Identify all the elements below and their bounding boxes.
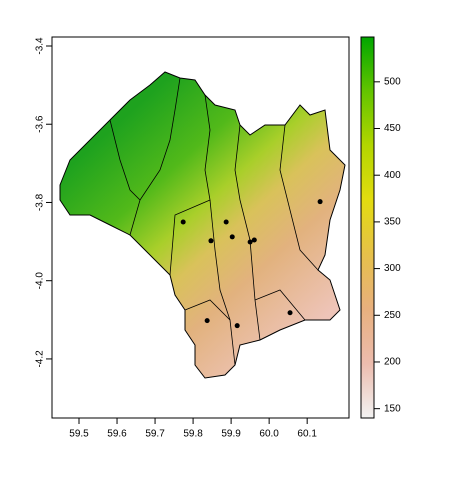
- site-point: [208, 238, 214, 244]
- x-tick-label: 59.6: [107, 429, 127, 440]
- colorbar-tick-label: 450: [384, 123, 401, 134]
- site-point: [229, 234, 235, 240]
- site-point: [234, 323, 240, 329]
- site-point: [204, 318, 210, 324]
- x-tick-label: 59.9: [221, 429, 241, 440]
- colorbar-tick-label: 500: [384, 76, 401, 87]
- site-point: [251, 237, 257, 243]
- district-boundaries: [109, 77, 319, 366]
- x-tick-label: 59.8: [183, 429, 203, 440]
- colorbar-tick-label: 350: [384, 217, 401, 228]
- colorbar-tick-label: 400: [384, 170, 401, 181]
- colorbar-tick-label: 150: [384, 403, 401, 414]
- y-tick-label: -3.8: [35, 193, 46, 211]
- y-tick-label: -4.0: [35, 272, 46, 290]
- region: [59, 71, 346, 379]
- site-point: [247, 239, 253, 245]
- x-tick-label: 60.0: [259, 429, 279, 440]
- site-point: [223, 219, 229, 225]
- colorbar-tick-label: 300: [384, 263, 401, 274]
- colorbar-tick-label: 250: [384, 310, 401, 321]
- colorbar-tick-label: 200: [384, 357, 401, 368]
- x-tick-label: 60.1: [297, 429, 317, 440]
- site-point: [287, 310, 293, 316]
- y-tick-label: -3.6: [35, 115, 46, 133]
- colorbar: [360, 36, 375, 419]
- site-point: [180, 219, 186, 225]
- site-point: [317, 199, 323, 205]
- y-tick-label: -3.4: [35, 37, 46, 55]
- y-tick-label: -4.2: [35, 350, 46, 368]
- x-tick-label: 59.5: [69, 429, 89, 440]
- plot-frame: [51, 36, 350, 419]
- x-tick-label: 59.7: [145, 429, 165, 440]
